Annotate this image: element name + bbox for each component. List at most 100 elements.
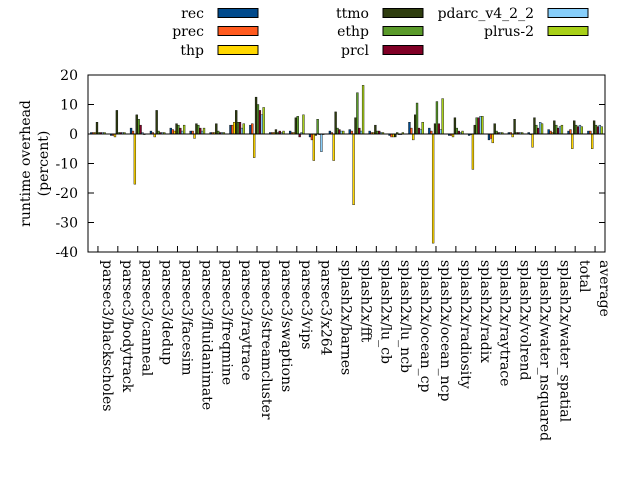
bar-pdarc_v4_2_2-16 [419, 129, 422, 135]
bar-ttmo-0 [95, 121, 99, 135]
bar-thp-19 [471, 133, 475, 170]
x-tick-label: splash2x/lu_ncb [397, 260, 413, 373]
y-axis-label-line2: (percent) [36, 131, 52, 197]
legend-label-prec: prec [172, 24, 204, 40]
bar-ttmo-21 [513, 119, 516, 135]
y-axis: -40 -30 -20 -10 0 10 20 [55, 68, 605, 261]
legend-label-prcl: prcl [341, 43, 369, 59]
x-tick-label: total [576, 260, 592, 293]
bar-prec-24 [569, 129, 572, 135]
bar-ethp-19 [475, 117, 478, 135]
bar-rec-16 [408, 121, 411, 135]
bar-prcl-5 [199, 127, 202, 135]
bar-pdarc_v4_2_2-8 [260, 114, 263, 135]
bar-rec-7 [229, 124, 232, 135]
bar-ttmo-13 [354, 117, 357, 135]
bar-thp-16 [412, 133, 415, 141]
bar-ttmo-14 [374, 124, 377, 135]
bar-ttmo-12 [334, 111, 337, 135]
bar-prcl-13 [358, 127, 361, 135]
x-tick-label: parsec3/fluidanimate [198, 260, 214, 410]
bar-thp-13 [352, 133, 355, 206]
x-tick-label: splash2x/volrend [517, 260, 533, 381]
bar-prec-8 [251, 123, 254, 135]
legend-swatch-plrus-2 [547, 26, 589, 36]
x-tick-label: parsec3/x264 [318, 260, 334, 356]
bar-prec-20 [489, 133, 493, 139]
bar-prcl-24 [576, 126, 580, 135]
legend-swatch-rec [217, 8, 259, 18]
legend-label-rec: rec [181, 6, 204, 22]
y-tick-label: 10 [60, 98, 78, 114]
bar-pdarc_v4_2_2-17 [439, 129, 442, 135]
bar-ethp-8 [256, 104, 260, 135]
bar-plrus-2-4 [182, 124, 186, 135]
legend-label-pdarc_v4_2_2: pdarc_v4_2_2 [438, 6, 534, 22]
x-tick-label: parsec3/dedup [159, 260, 175, 365]
bar-prec-4 [171, 129, 174, 135]
bar-plrus-2-25 [600, 126, 603, 135]
y-tick-label: 0 [69, 127, 78, 143]
bar-ethp-5 [197, 124, 200, 135]
bar-thp-7 [233, 121, 236, 135]
bar-plrus-2-10 [302, 114, 305, 135]
bar-prec-16 [410, 127, 413, 135]
bar-plrus-2-19 [481, 116, 484, 135]
bar-thp-5 [193, 133, 196, 139]
x-tick-label: splash2x/radiosity [457, 260, 473, 389]
x-tick-label: splash2x/fft [357, 260, 373, 343]
x-tick-label: splash2x/ocean_ncp [437, 260, 453, 401]
bar-plrus-2-24 [580, 126, 583, 135]
bar-prec-11 [310, 133, 314, 141]
bar-prcl-12 [338, 129, 341, 135]
bar-prcl-8 [258, 110, 262, 135]
bar-plrus-2-5 [202, 127, 206, 135]
bar-ttmo-23 [553, 120, 556, 135]
bar-pdarc_v4_2_2-25 [598, 124, 601, 135]
bar-ttmo-18 [453, 117, 457, 135]
bar-rec-17 [428, 127, 431, 135]
bar-ttmo-22 [533, 117, 536, 135]
bar-ethp-2 [137, 119, 140, 135]
bar-ethp-4 [177, 124, 180, 135]
bar-ethp-12 [336, 127, 339, 135]
bar-ethp-7 [236, 121, 240, 135]
legend-swatch-ethp [382, 26, 424, 36]
x-tick-label: splash2x/raytrace [497, 260, 513, 386]
plot-area: -40 -30 -20 -10 0 10 20 [55, 68, 606, 261]
bar-ttmo-2 [135, 114, 138, 135]
bar-pdarc_v4_2_2-23 [558, 126, 562, 135]
x-tick-label: splash2x/ocean_cp [417, 260, 433, 392]
bar-thp-12 [332, 133, 335, 161]
bar-ttmo-3 [155, 110, 158, 135]
x-tick-label: parsec3/blackscholes [99, 260, 115, 411]
bar-ttmo-7 [235, 110, 238, 135]
bar-ethp-17 [435, 101, 439, 135]
bar-prcl-19 [477, 117, 480, 135]
bar-prcl-7 [238, 121, 242, 135]
bar-thp-22 [531, 133, 534, 148]
x-tick-label: splash2x/lu_cb [377, 260, 393, 364]
bar-ttmo-5 [195, 123, 198, 135]
bar-ethp-10 [296, 116, 299, 135]
bar-ethp-11 [316, 119, 319, 135]
bar-prcl-16 [417, 127, 421, 135]
bar-rec-2 [129, 127, 133, 135]
bar-ttmo-17 [433, 123, 437, 135]
y-tick-label: -30 [55, 216, 78, 232]
bar-ethp-18 [455, 127, 458, 135]
bar-prcl-2 [139, 124, 142, 135]
bar-ttmo-1 [115, 110, 119, 135]
bar-thp-11 [312, 133, 315, 161]
bar-plrus-2-8 [262, 107, 265, 135]
bar-pdarc_v4_2_2-19 [479, 116, 482, 135]
y-tick-label: -20 [55, 186, 78, 202]
bar-thp-24 [571, 133, 574, 149]
bar-ethp-13 [356, 92, 359, 135]
bar-rec-20 [487, 133, 491, 141]
bar-ethp-24 [574, 124, 578, 135]
y-axis-label-line1: runtime overhead [18, 100, 34, 227]
bar-ttmo-19 [473, 124, 476, 135]
bar-pdarc_v4_2_2-7 [240, 127, 244, 135]
bar-ttmo-8 [254, 96, 258, 135]
